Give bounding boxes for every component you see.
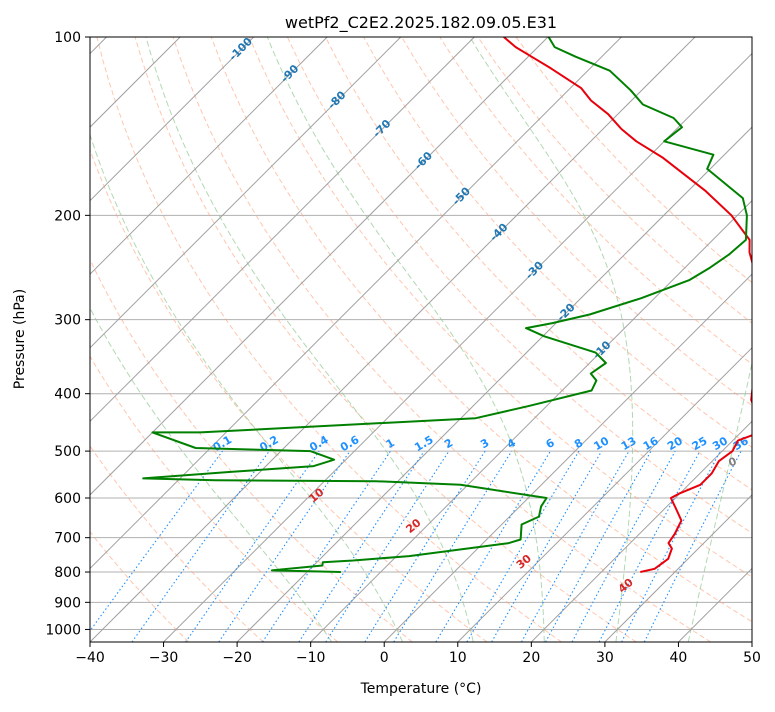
x-tick-label: −40 (75, 650, 105, 666)
x-tick-label: −30 (149, 650, 179, 666)
y-tick-label: 400 (54, 387, 81, 403)
x-tick-label: 10 (449, 650, 467, 666)
x-tick-label: 20 (522, 650, 540, 666)
y-tick-label: 100 (54, 30, 81, 46)
y-tick-label: 1000 (45, 622, 81, 638)
x-tick-label: 30 (596, 650, 614, 666)
x-tick-label: −10 (296, 650, 326, 666)
y-tick-label: 200 (54, 208, 81, 224)
y-tick-label: 800 (54, 565, 81, 581)
y-axis-label: Pressure (hPa) (12, 289, 28, 389)
y-tick-label: 300 (54, 313, 81, 329)
y-tick-label: 500 (54, 444, 81, 460)
x-tick-label: −20 (222, 650, 252, 666)
y-tick-label: 600 (54, 491, 81, 507)
y-tick-label: 900 (54, 595, 81, 611)
x-tick-label: 40 (670, 650, 688, 666)
x-tick-label: 50 (743, 650, 761, 666)
chart-title: wetPf2_C2E2.2025.182.09.05.E31 (285, 13, 557, 33)
x-axis-label: Temperature (°C) (360, 681, 482, 697)
y-tick-label: 700 (54, 531, 81, 547)
x-tick-label: 0 (380, 650, 389, 666)
